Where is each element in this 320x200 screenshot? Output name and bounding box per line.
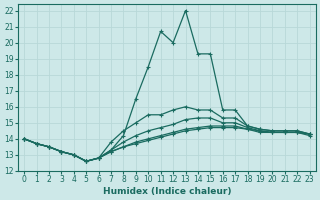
X-axis label: Humidex (Indice chaleur): Humidex (Indice chaleur) — [103, 187, 231, 196]
